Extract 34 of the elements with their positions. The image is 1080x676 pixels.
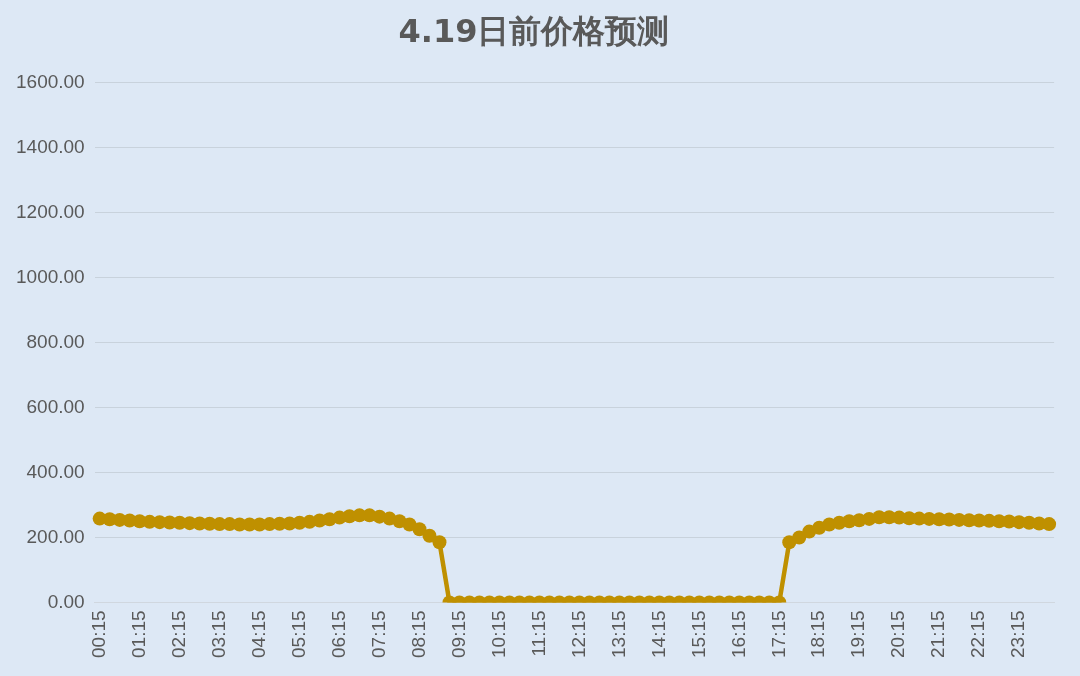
y-tick-label: 1200.00 [15,200,85,222]
x-tick-label: 21:15 [927,610,949,658]
x-tick-label: 15:15 [687,610,709,658]
y-tick-label: 0.00 [47,590,85,612]
y-tick-label: 800.00 [26,330,85,352]
x-tick-label: 19:15 [847,610,869,658]
x-tick-label: 03:15 [207,610,229,658]
x-tick-label: 08:15 [407,610,429,658]
x-tick-label: 11:15 [527,610,549,657]
x-tick-label: 16:15 [727,610,749,658]
x-tick-label: 22:15 [967,610,989,658]
y-tick-label: 1000.00 [15,265,85,287]
x-tick-label: 05:15 [287,610,309,658]
chart-title: 4.19日前价格预测 [398,11,670,50]
x-tick-label: 17:15 [767,610,789,658]
x-tick-label: 00:15 [87,610,109,658]
x-tick-label: 14:15 [647,610,669,658]
x-tick-label: 23:15 [1007,610,1029,658]
x-tick-label: 13:15 [607,610,629,658]
x-tick-label: 10:15 [487,610,509,658]
x-tick-label: 04:15 [247,610,269,658]
y-tick-label: 600.00 [26,395,85,417]
x-tick-label: 20:15 [887,610,909,658]
x-tick-label: 07:15 [367,610,389,658]
y-tick-label: 1400.00 [15,135,85,157]
y-tick-label: 1600.00 [15,70,85,92]
x-tick-label: 09:15 [447,610,469,658]
y-tick-label: 400.00 [26,460,85,482]
x-tick-label: 02:15 [167,610,189,658]
x-tick-label: 06:15 [327,610,349,658]
x-tick-label: 18:15 [807,610,829,658]
x-tick-label: 12:15 [567,610,589,658]
y-tick-label: 200.00 [26,525,85,547]
x-tick-label: 01:15 [127,610,149,658]
